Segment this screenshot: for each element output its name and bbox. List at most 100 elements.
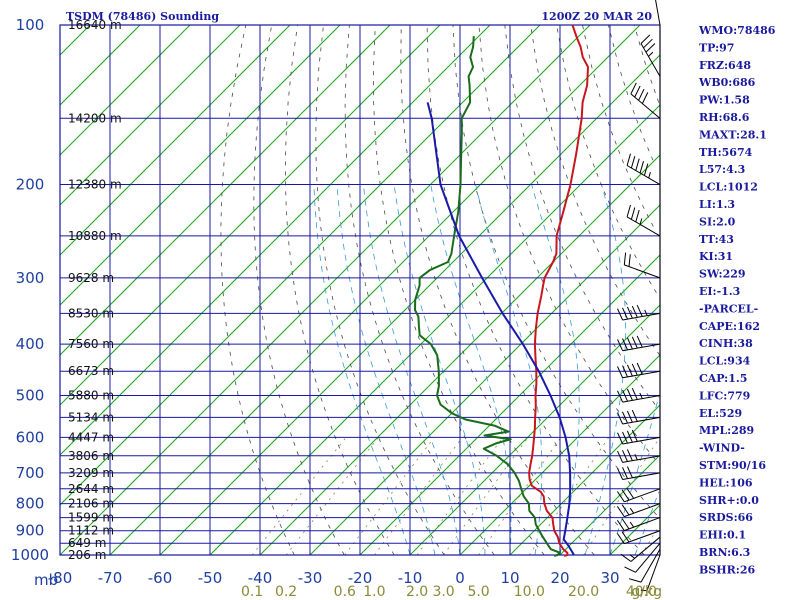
sounding-index: SI:2.0 [699, 215, 736, 228]
wind-barb-flag [645, 43, 656, 53]
wind-barb-staff [635, 542, 661, 573]
temperature-tick-label: -50 [198, 569, 223, 587]
sounding-index: LI:1.3 [699, 198, 735, 211]
wind-barb [616, 530, 661, 545]
sounding-index: LCL:934 [699, 355, 751, 368]
wind-barb-half-flag [629, 554, 635, 559]
wind-barb-half-flag [629, 507, 635, 514]
mixing-ratio-labels: 0.1 0.2 0.6 1.0 2.0 3.0 5.0 10.0 20.0 40.0 [241, 584, 657, 600]
sounding-index: KI:31 [699, 250, 733, 263]
height-label: 10880 m [68, 229, 122, 243]
wind-barb-flag [636, 304, 643, 317]
wind-barb-flag [630, 82, 637, 95]
wind-barb-flag [622, 338, 628, 351]
wind-barb-flag [636, 335, 643, 348]
mixing-ratio-tick-label: 20.0 [568, 584, 599, 600]
wind-barb-flag [622, 467, 628, 479]
station-title: TSDM (78486) Sounding [66, 10, 219, 23]
wind-barb-staff [622, 455, 661, 463]
sounding-index: STM:90/16 [699, 459, 766, 472]
height-label: 8530 m [68, 306, 114, 320]
height-label: 12380 m [68, 178, 122, 192]
height-label: 7560 m [68, 337, 114, 351]
wind-barb-flag [643, 38, 653, 49]
parcel-profile-line [426, 102, 575, 556]
wind-barb-flag [621, 518, 630, 530]
pressure-tick-label: 900 [16, 522, 45, 540]
wind-barb-flag [617, 450, 624, 463]
pressure-unit-label: mb [34, 571, 58, 589]
wind-barb-staff [640, 548, 661, 583]
wind-barb-flag [621, 504, 630, 516]
wind-barb-flag [622, 365, 628, 378]
wind-barb-flag [617, 308, 624, 321]
wind-barb-flag [622, 450, 628, 462]
wind-barb-half-flag [648, 51, 654, 57]
dry-adiabat-line [633, 24, 660, 103]
sounding-index: EHI:0.1 [699, 529, 746, 542]
wind-barb-flag [635, 158, 640, 171]
sounding-index: -WIND- [699, 442, 745, 455]
isotherm-line [59, 24, 191, 156]
wind-barb-flag [630, 156, 636, 169]
wind-barb-flag [631, 336, 638, 349]
wind-barb-flag [621, 531, 630, 543]
wind-barb-flag [621, 489, 630, 501]
wind-barb-half-flag [639, 218, 643, 225]
mixing-ratio-unit: g/kg [631, 584, 662, 600]
wind-barb-flag [626, 430, 633, 443]
wind-barb-flag [631, 429, 638, 442]
sounding-index: MAXT:28.1 [699, 128, 767, 141]
wind-barb [620, 536, 661, 562]
wind-barb [626, 153, 661, 185]
wind-barb-flag [643, 163, 649, 176]
temperature-tick-labels: -80 -70 -60 -50 -40 -30 -20 -10 0 10 20 30 [48, 569, 620, 587]
sounding-time: 1200Z 20 MAR 20 [541, 10, 652, 23]
wind-barb-half-flag [639, 392, 643, 399]
wind-barb-half-flag [629, 521, 635, 528]
wind-barb-flag [617, 412, 624, 425]
wind-barb-staff [626, 165, 661, 185]
wind-barb-staff [640, 43, 661, 77]
height-label: 3806 m [68, 449, 114, 463]
sounding-index: SW:229 [699, 268, 746, 281]
height-label: 5880 m [68, 389, 114, 403]
wind-barb [616, 487, 661, 503]
isotherm-line [209, 104, 661, 556]
wind-barb [617, 362, 661, 379]
wind-barb [617, 466, 661, 480]
height-label: 6673 m [68, 364, 114, 378]
wind-barb-flag [617, 339, 624, 351]
mixing-ratio-tick-label: 40.0 [626, 584, 657, 600]
temperature-tick-label: -80 [48, 569, 73, 587]
wind-barb-flag [640, 34, 651, 44]
wind-barb-flag [626, 204, 631, 218]
sounding-index: MPL:289 [699, 424, 754, 437]
wind-barb-flag [630, 207, 636, 220]
wind-barb-flag [626, 410, 633, 423]
mixing-ratio-tick-label: 5.0 [467, 584, 489, 600]
pressure-tick-label: 400 [16, 335, 45, 353]
wind-barb [617, 387, 661, 403]
wind-barb-staff [622, 394, 661, 403]
wind-barb-staff [624, 530, 661, 545]
wind-barb-flag [626, 153, 631, 166]
wind-barb-staff [630, 536, 661, 562]
isotherm-line [59, 24, 341, 306]
height-label: 14200 m [68, 111, 122, 125]
height-label: 5134 m [68, 410, 114, 424]
wind-barb-flag [638, 88, 645, 101]
height-label: 2106 m [68, 497, 114, 511]
temperature-tick-label: -20 [348, 569, 373, 587]
wind-barb-staff [622, 472, 661, 480]
wind-barb-staff [622, 416, 661, 425]
mixing-ratio-tick-label: 2.0 [406, 584, 428, 600]
wind-barb-flag [622, 431, 628, 444]
pressure-tick-label: 700 [16, 464, 45, 482]
wind-barb-staff [655, 0, 661, 26]
wind-barb-half-flag [634, 453, 638, 461]
sounding-index: WMO:78486 [698, 24, 776, 37]
wind-barb-flag [626, 364, 633, 377]
sounding-index: BSHR:26 [699, 563, 755, 576]
